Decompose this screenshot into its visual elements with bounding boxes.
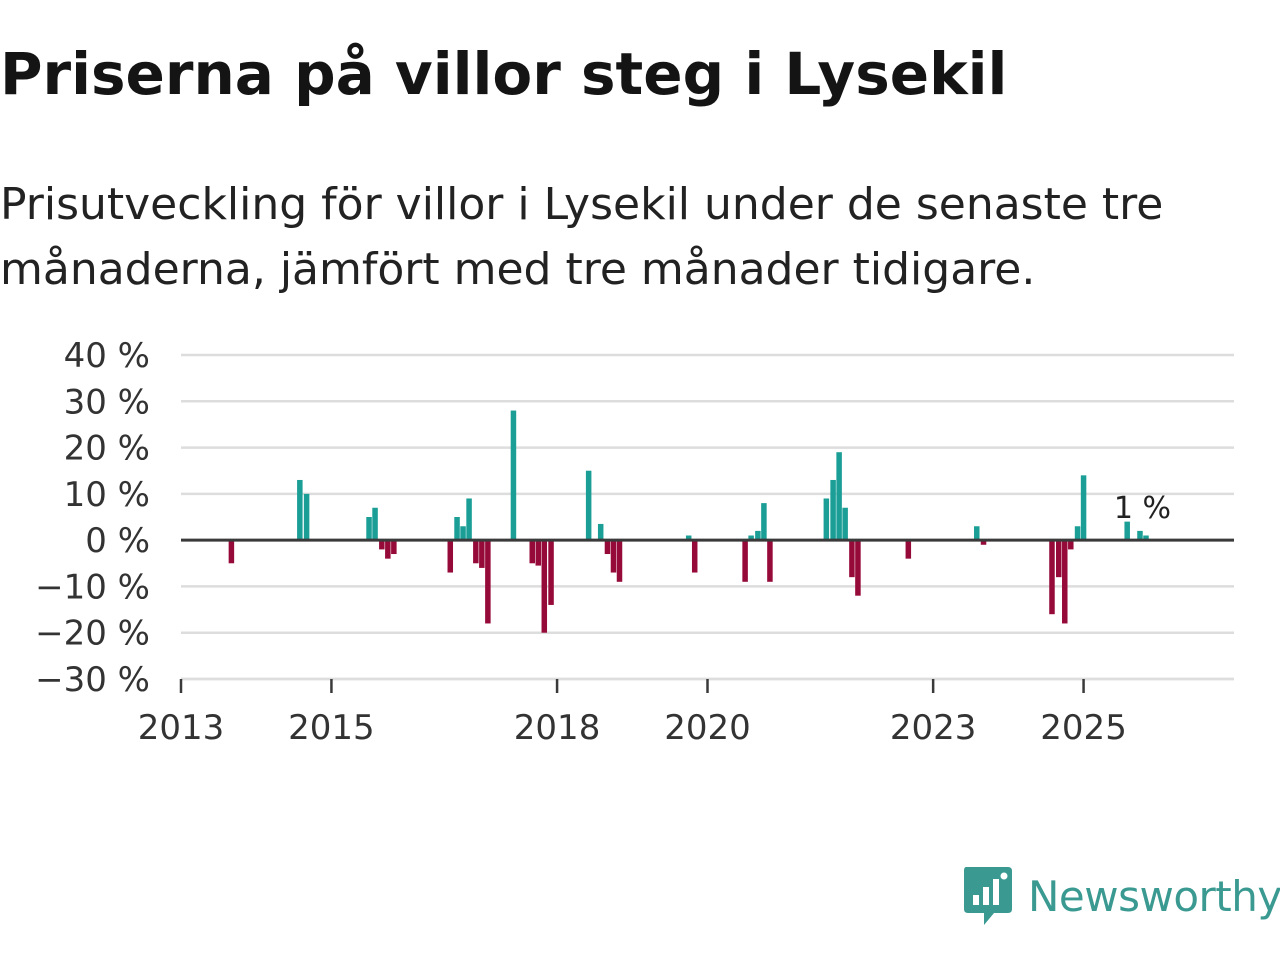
y-axis-labels: 40 % 30 % 20 % 10 % 0 % −10 % −20 % −30 % <box>35 336 150 700</box>
bar <box>485 540 491 624</box>
bar <box>748 535 754 541</box>
x-tick-label: 2023 <box>890 708 977 748</box>
chart-title: Priserna på villor steg i Lysekil <box>0 40 1008 108</box>
x-tick-label: 2013 <box>138 708 225 748</box>
bar <box>842 507 848 541</box>
bar <box>385 540 391 559</box>
bar <box>905 540 912 559</box>
bar <box>1124 521 1130 541</box>
bar <box>1080 475 1087 541</box>
bar <box>303 493 310 541</box>
bars <box>228 410 1149 633</box>
bar <box>529 540 536 564</box>
brand-name: Newsworthy <box>1028 871 1280 921</box>
bar <box>755 530 761 541</box>
y-tick-label: 40 % <box>64 336 150 376</box>
bar <box>691 540 698 573</box>
x-axis-labels: 2013 2015 2018 2020 2023 2025 <box>138 708 1127 748</box>
bar <box>510 410 517 541</box>
bar <box>1137 530 1143 541</box>
bar <box>761 503 767 541</box>
x-tick-label: 2020 <box>664 708 751 748</box>
bar <box>1068 540 1074 550</box>
bar <box>466 498 472 541</box>
y-tick-label: −20 % <box>35 614 150 654</box>
y-tick-label: −30 % <box>35 660 150 700</box>
bar <box>980 540 987 545</box>
bar <box>1143 535 1149 541</box>
bar <box>767 540 773 582</box>
axes <box>179 538 1234 693</box>
bar <box>610 540 617 573</box>
bar <box>616 540 623 582</box>
annotations: 1 % <box>1114 491 1171 526</box>
bar <box>447 540 454 573</box>
bar <box>1049 540 1055 615</box>
y-tick-label: 0 % <box>85 521 150 561</box>
bar <box>1056 540 1062 578</box>
brand-logo: Newsworthy <box>962 864 1280 928</box>
bar <box>830 479 836 541</box>
bar <box>855 540 861 596</box>
bar <box>379 540 385 550</box>
bar <box>372 507 378 541</box>
bar <box>685 535 692 541</box>
bar <box>974 526 980 541</box>
y-tick-label: 10 % <box>64 475 150 515</box>
y-tick-label: −10 % <box>35 567 150 607</box>
bar <box>479 540 485 568</box>
bar <box>454 517 460 541</box>
x-tick-label: 2015 <box>288 708 375 748</box>
bar <box>366 517 372 541</box>
bar <box>460 526 466 541</box>
bar <box>604 540 611 555</box>
bar <box>836 452 842 541</box>
y-tick-label: 20 % <box>64 429 150 469</box>
bar <box>541 540 548 633</box>
x-tick-label: 2025 <box>1040 708 1127 748</box>
y-tick-label: 30 % <box>64 382 150 422</box>
bar-chart: 40 %30 %20 %10 %0 %−10 %−20 %−30 % 2013 2… <box>35 336 1234 748</box>
chart-subtitle: Prisutveckling för villor i Lysekil unde… <box>0 179 1164 295</box>
bar <box>473 540 479 564</box>
bar <box>742 540 748 582</box>
bar <box>1062 540 1068 624</box>
bar <box>1074 526 1081 541</box>
bar <box>849 540 855 578</box>
bar <box>597 523 604 541</box>
last-value-label: 1 % <box>1114 491 1171 526</box>
bar <box>823 498 830 541</box>
bar <box>535 540 542 566</box>
bar <box>548 540 554 605</box>
bar <box>391 540 397 555</box>
bar <box>585 470 592 541</box>
bar <box>297 479 303 541</box>
bar <box>228 540 235 564</box>
newsworthy-logo-icon <box>964 867 1012 925</box>
x-tick-label: 2018 <box>514 708 601 748</box>
gridlines <box>181 353 1234 681</box>
